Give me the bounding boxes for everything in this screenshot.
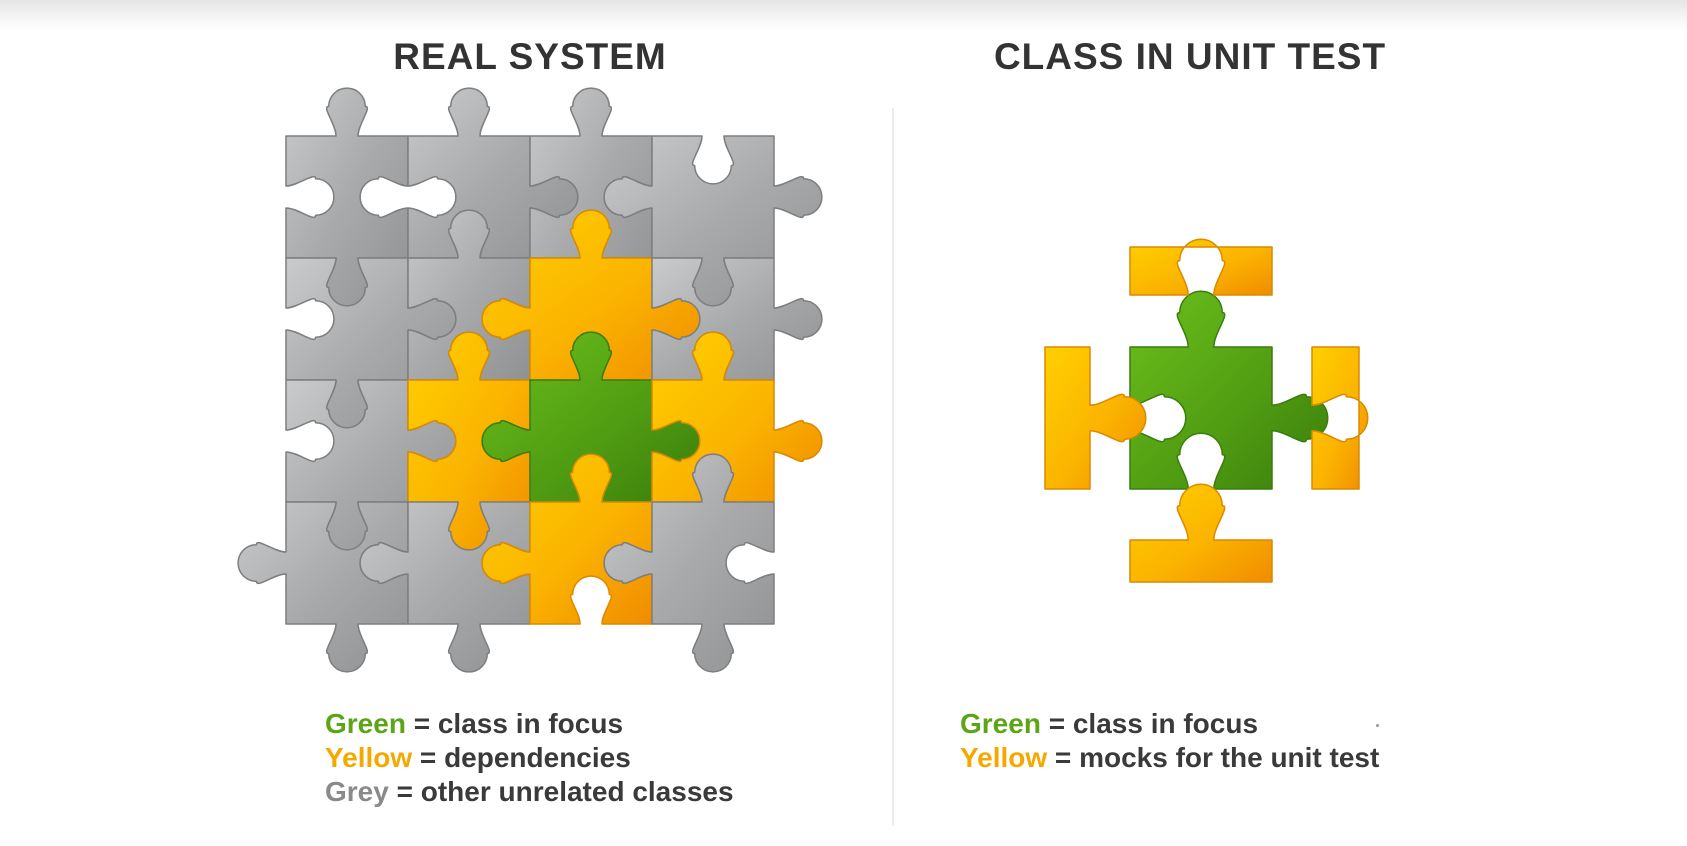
unit-test-legend: Green = class in focus Yellow = mocks fo… [960, 707, 1379, 775]
legend-grey-key: Grey [325, 776, 389, 807]
legend-green-text: = class in focus [1040, 708, 1259, 739]
legend-yellow-key: Yellow [325, 742, 413, 773]
unit-test-puzzle-group [1044, 238, 1369, 583]
legend-grey-text: = other unrelated classes [388, 776, 734, 807]
stray-dot [1376, 724, 1379, 727]
legend-green-text: = class in focus [405, 708, 624, 739]
top-shade [0, 0, 1687, 30]
real-system-puzzle-grid [237, 87, 823, 673]
mock-left-piece [1044, 346, 1147, 490]
mock-top-piece [1129, 238, 1273, 296]
legend-yellow-text: = dependencies [412, 742, 631, 773]
legend-green-row: Green = class in focus [960, 707, 1379, 741]
puzzle-piece-grey [237, 501, 409, 673]
puzzle-piece-grey [603, 453, 775, 673]
class-in-focus-piece [1129, 290, 1329, 490]
legend-yellow-row: Yellow = dependencies [325, 741, 734, 775]
real-system-legend: Green = class in focus Yellow = dependen… [325, 707, 734, 809]
legend-green-key: Green [960, 708, 1041, 739]
real-system-title: REAL SYSTEM [393, 36, 667, 77]
mock-right-piece [1311, 346, 1369, 490]
legend-yellow-row: Yellow = mocks for the unit test [960, 741, 1379, 775]
legend-yellow-key: Yellow [960, 742, 1048, 773]
unit-test-title: CLASS IN UNIT TEST [993, 36, 1387, 77]
legend-grey-row: Grey = other unrelated classes [325, 775, 734, 809]
legend-green-row: Green = class in focus [325, 707, 734, 741]
legend-yellow-text: = mocks for the unit test [1047, 742, 1380, 773]
legend-green-key: Green [325, 708, 406, 739]
mock-bottom-piece [1129, 483, 1273, 583]
panel-divider [892, 108, 894, 826]
